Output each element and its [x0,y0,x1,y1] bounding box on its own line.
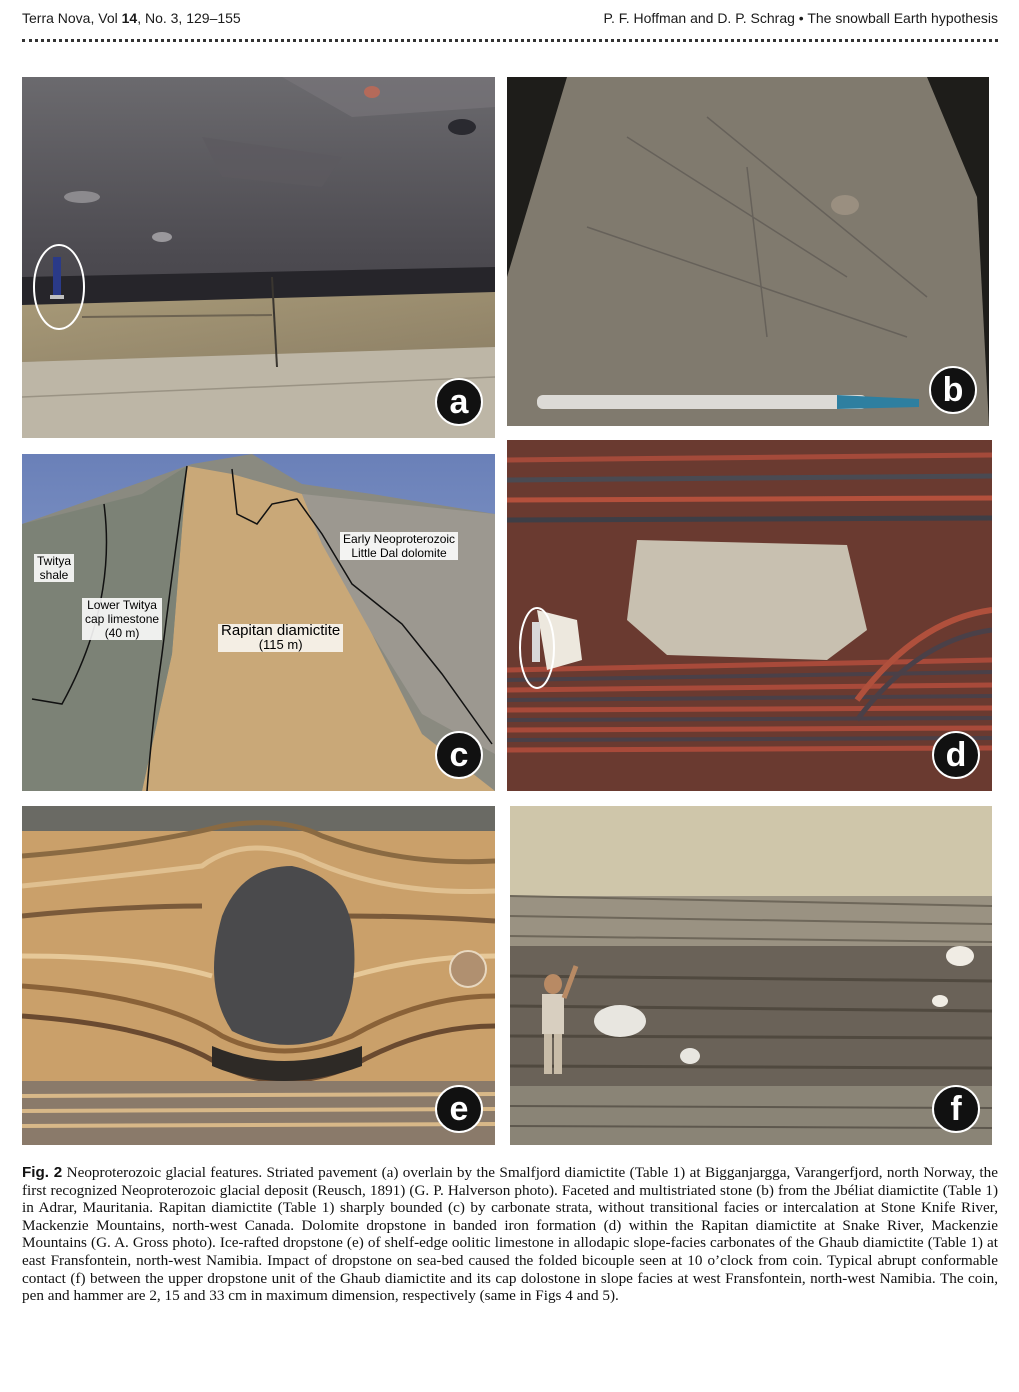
label-line: Early Neoproterozoic [343,532,456,546]
figure-caption: Fig. 2 Neoproterozoic glacial features. … [22,1164,998,1305]
label-line: Little Dal dolomite [351,546,447,560]
panel-b-photo: b [507,77,989,426]
striated-pavement-image [22,77,495,438]
label-line: Rapitan diamictite [221,622,341,639]
header-authors: P. F. Hoffman and D. P. Schrag [603,10,795,26]
journal-volume: 14 [121,10,138,26]
panel-a-label: a [435,378,483,426]
panel-f-label: f [932,1085,980,1133]
panel-f-photo: f [510,806,992,1145]
running-header-left: Terra Nova, Vol 14, No. 3, 129–155 [22,10,241,26]
caption-text: Neoproterozoic glacial features. Striate… [22,1164,998,1305]
journal-name: Terra Nova, Vol [22,10,118,26]
label-line: Lower Twitya [87,598,157,612]
label-line: (115 m) [258,637,303,652]
label-rapitan-diamictite: Rapitan diamictite (115 m) [218,622,344,652]
header-dotted-rule [22,39,998,42]
panel-c-photo: Twitya shale Lower Twitya cap limestone (40… [22,454,495,791]
label-little-dal-dolomite: Early Neoproterozoic Little Dal dolomite [340,532,459,560]
panel-d-label: d [932,731,980,779]
label-lower-twitya-cap-limestone: Lower Twitya cap limestone (40 m) [82,598,163,640]
panel-b-label: b [929,366,977,414]
faceted-stone-image [507,77,989,426]
panel-c-label: c [435,731,483,779]
header-bullet: • [798,10,804,26]
label-line: cap limestone [85,612,160,626]
panel-e-photo: e [22,806,495,1145]
ice-rafted-dropstone-image [22,806,495,1145]
panel-e-label: e [435,1085,483,1133]
panel-d-photo: d [507,440,992,791]
panel-a-photo: a [22,77,495,438]
figure-label: Fig. 2 [22,1164,63,1181]
label-twitya-shale: Twitya shale [34,554,75,582]
running-header-right: P. F. Hoffman and D. P. Schrag • The sno… [603,10,998,26]
journal-issue-pages: , No. 3, 129–155 [137,10,241,26]
banded-iron-dropstone-image [507,440,992,791]
label-line: Twitya [37,554,72,568]
geologist-figure [542,965,579,1074]
label-line: shale [39,568,69,582]
header-title: The snowball Earth hypothesis [807,10,998,26]
label-line: (40 m) [104,626,140,640]
dropstone-cap-dolostone-image [510,806,992,1145]
